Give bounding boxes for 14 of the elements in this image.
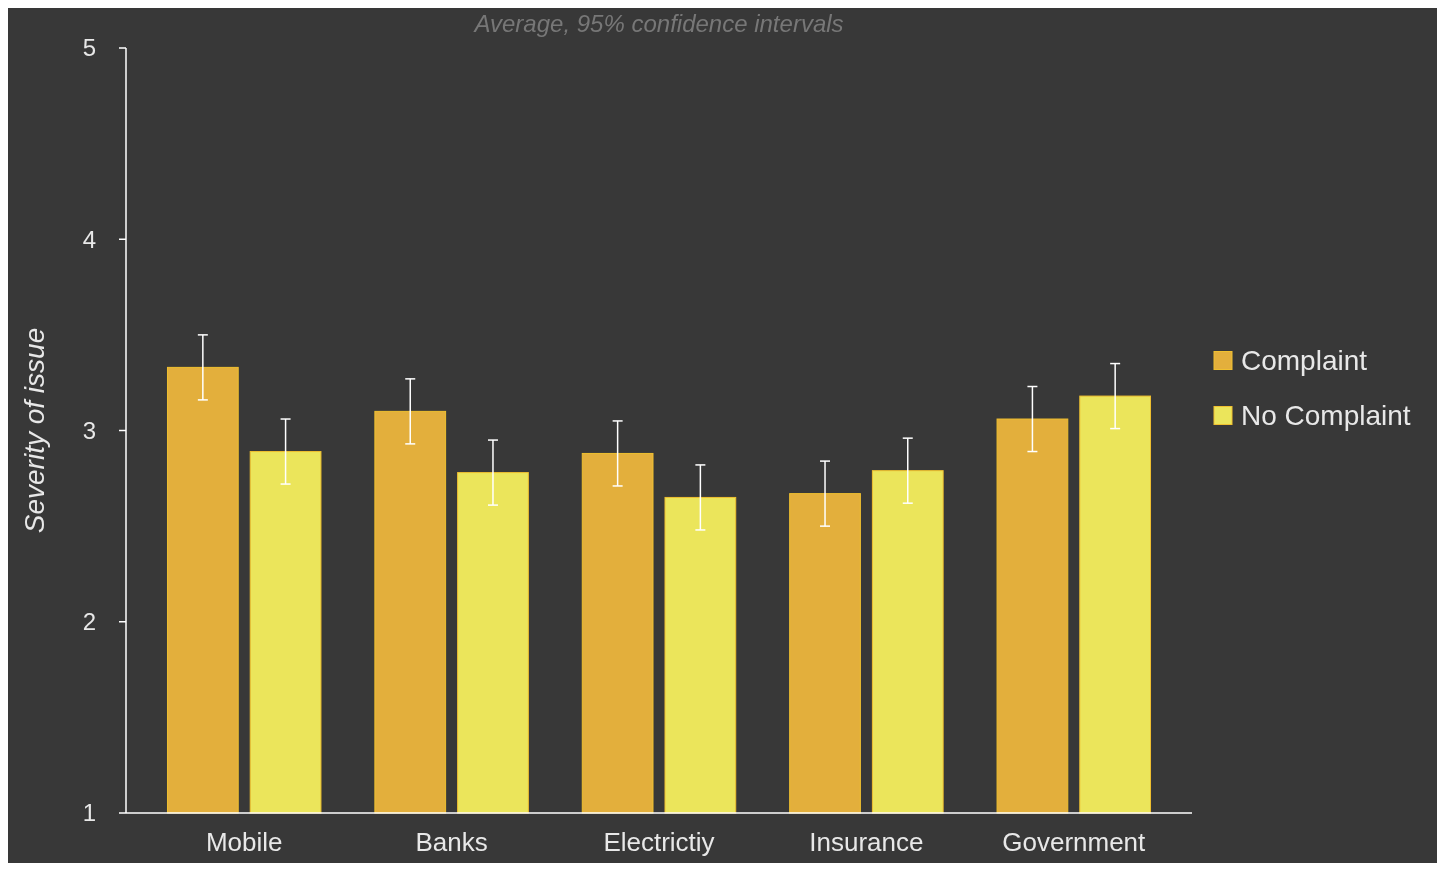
legend-label: Complaint [1241,345,1368,377]
x-tick-label: Insurance [809,827,924,857]
x-tick-label: Banks [415,827,488,857]
y-tick-label: 4 [82,225,96,253]
x-tick-label: Mobile [205,827,283,857]
y-tick-label: 5 [82,34,96,62]
y-tick-label: 2 [82,608,96,636]
y-tick-label: 3 [82,416,96,444]
x-tick-label: Government [1002,827,1147,857]
legend-label: No Complaint [1241,400,1411,432]
y-tick-label: 1 [82,799,96,827]
y-axis-title: Severity of issue [19,327,50,534]
x-tick-label: Electrictiy [603,827,715,857]
chart-subtitle: Average, 95% confidence intervals [472,10,844,37]
